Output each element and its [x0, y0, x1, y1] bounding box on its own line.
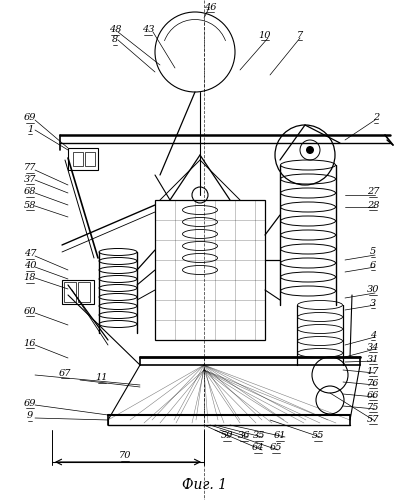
- Text: 48: 48: [109, 26, 121, 35]
- Text: 28: 28: [367, 200, 379, 209]
- Text: 4: 4: [370, 330, 376, 340]
- Text: 46: 46: [204, 2, 216, 12]
- Circle shape: [306, 146, 314, 154]
- Text: 69: 69: [24, 114, 36, 122]
- Text: 76: 76: [367, 378, 379, 388]
- Text: 16: 16: [24, 338, 36, 347]
- Text: 77: 77: [24, 164, 36, 172]
- Text: 67: 67: [59, 368, 71, 378]
- Text: 57: 57: [367, 414, 379, 424]
- Text: 8: 8: [112, 36, 118, 44]
- Bar: [155, 200, 265, 340]
- Bar: [85, 152, 95, 166]
- Text: 1: 1: [27, 124, 33, 134]
- Text: 61: 61: [274, 432, 286, 440]
- Bar: [68, 148, 98, 170]
- Text: 37: 37: [24, 174, 36, 184]
- Text: 75: 75: [367, 402, 379, 411]
- Bar: [78, 282, 90, 302]
- Text: Фиг. 1: Фиг. 1: [182, 478, 227, 492]
- Text: 17: 17: [367, 366, 379, 376]
- Text: 7: 7: [297, 30, 303, 40]
- Text: 60: 60: [24, 306, 36, 316]
- Text: 18: 18: [24, 274, 36, 282]
- Text: 11: 11: [96, 374, 108, 382]
- Text: 69: 69: [24, 398, 36, 407]
- Text: 47: 47: [24, 250, 36, 258]
- Text: 34: 34: [367, 342, 379, 351]
- Text: 5: 5: [370, 248, 376, 256]
- Text: 55: 55: [312, 432, 324, 440]
- Text: 9: 9: [27, 412, 33, 420]
- Text: 43: 43: [142, 26, 154, 35]
- Bar: [73, 152, 83, 166]
- Text: 59: 59: [221, 432, 233, 440]
- Text: 31: 31: [367, 354, 379, 364]
- Text: 30: 30: [367, 286, 379, 294]
- Text: 65: 65: [270, 444, 282, 452]
- Text: 6: 6: [370, 260, 376, 270]
- Text: 40: 40: [24, 262, 36, 270]
- Text: 35: 35: [253, 432, 265, 440]
- Bar: [62, 280, 94, 304]
- Text: 70: 70: [119, 452, 131, 460]
- Text: 68: 68: [24, 188, 36, 196]
- Text: 3: 3: [370, 298, 376, 308]
- Text: 58: 58: [24, 200, 36, 209]
- Text: 10: 10: [259, 30, 271, 40]
- Bar: [64, 282, 76, 302]
- Text: 27: 27: [367, 188, 379, 196]
- Text: 2: 2: [373, 114, 379, 122]
- Text: 64: 64: [252, 444, 264, 452]
- Text: 66: 66: [367, 390, 379, 400]
- Text: 36: 36: [238, 432, 250, 440]
